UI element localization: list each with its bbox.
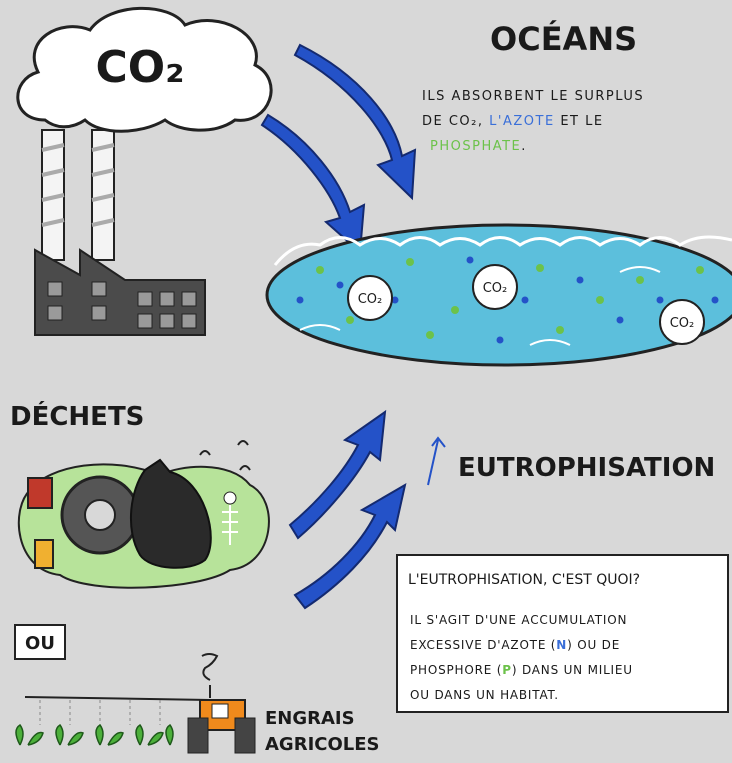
- bubble-label: CO₂: [483, 281, 508, 296]
- text-part: ET LE: [560, 114, 603, 129]
- definition-line: EXCESSIVE D'AZOTE (N) OU DE: [410, 638, 620, 652]
- text-part: ) OU DE: [567, 638, 620, 652]
- oceans-title: OCÉANS: [490, 20, 637, 58]
- illustration: CO₂ CO₂ CO₂ CO₂ OCÉANS ILS ABSORBENT LE …: [0, 0, 732, 763]
- text-phosphate: PHOSPHATE: [430, 139, 521, 154]
- oceans-text: PHOSPHATE.: [430, 139, 527, 154]
- ou-label: OU: [25, 633, 55, 654]
- definition-line: IL S'AGIT D'UNE ACCUMULATION: [410, 613, 627, 627]
- bubble-label: CO₂: [358, 292, 383, 307]
- text-part: PHOSPHORE (: [410, 663, 502, 677]
- text-azote: L'AZOTE: [489, 114, 555, 129]
- bubble-label: CO₂: [670, 316, 695, 331]
- oceans-text: DE CO₂, L'AZOTE ET LE: [422, 114, 604, 129]
- text-n: N: [556, 638, 567, 652]
- engrais-label: AGRICOLES: [265, 734, 380, 755]
- dechets-label: DÉCHETS: [10, 400, 144, 432]
- oceans-text: ILS ABSORBENT LE SURPLUS: [422, 89, 644, 104]
- definition-line: PHOSPHORE (P) DANS UN MILIEU: [410, 663, 633, 677]
- text-p: P: [502, 663, 512, 677]
- text-part: DE CO₂,: [422, 114, 484, 129]
- eutrophisation-title: EUTROPHISATION: [458, 453, 715, 483]
- text-part: ) DANS UN MILIEU: [512, 663, 633, 677]
- cloud-label: CO₂: [96, 42, 185, 93]
- definition-line: OU DANS UN HABITAT.: [410, 688, 559, 702]
- page: {"cloud_label": "CO₂", "oceans": {"title…: [0, 0, 732, 763]
- engrais-label: ENGRAIS: [265, 708, 355, 729]
- definition-question: L'EUTROPHISATION, C'EST QUOI?: [408, 572, 640, 588]
- text-part: EXCESSIVE D'AZOTE (: [410, 638, 556, 652]
- text-part: .: [521, 139, 527, 154]
